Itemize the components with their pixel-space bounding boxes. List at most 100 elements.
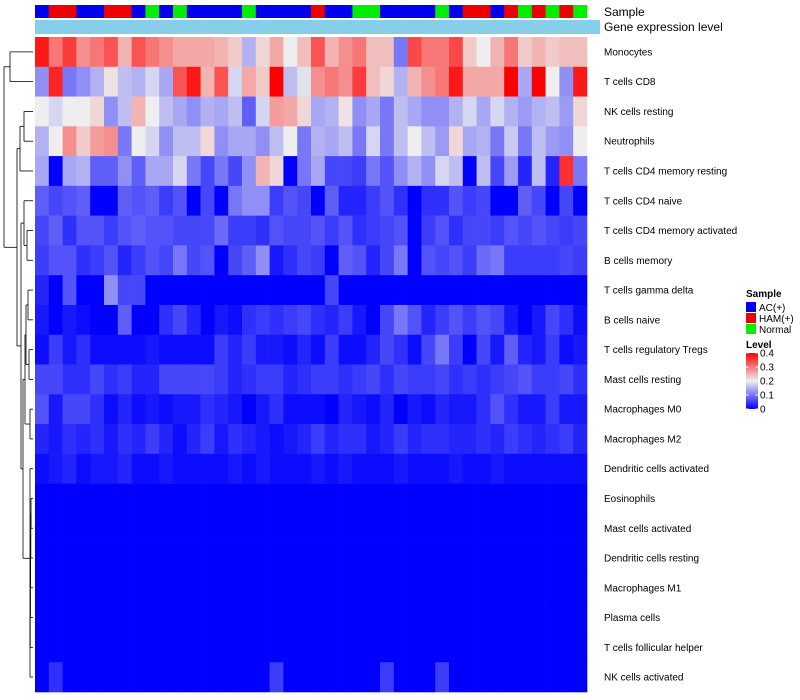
heatmap-cell <box>366 513 381 544</box>
heatmap-cell <box>214 156 229 187</box>
heatmap-cell <box>531 37 546 68</box>
heatmap-cell <box>421 632 436 663</box>
heatmap-cell <box>573 185 588 216</box>
heatmap-cell <box>76 37 91 68</box>
heatmap-cell <box>352 572 367 603</box>
heatmap-cell <box>35 572 50 603</box>
sample-annotation-cell <box>324 5 339 18</box>
heatmap-cell <box>476 513 491 544</box>
sample-annotation-cell <box>366 5 381 18</box>
heatmap-cell <box>228 275 243 306</box>
heatmap-cell <box>311 37 326 68</box>
heatmap-cell <box>559 185 574 216</box>
heatmap-cell <box>518 185 533 216</box>
heatmap-cell <box>366 424 381 455</box>
heatmap-cell <box>62 275 77 306</box>
heatmap-cell <box>76 96 91 127</box>
heatmap-cell <box>62 572 77 603</box>
heatmap-cell <box>90 662 105 693</box>
heatmap-cell <box>283 156 298 187</box>
heatmap-cell <box>324 66 339 97</box>
heatmap-cell <box>35 66 50 97</box>
heatmap-cell <box>393 126 408 157</box>
row-label: Plasma cells <box>604 613 660 624</box>
heatmap-cell <box>117 37 132 68</box>
heatmap-cell <box>380 215 395 246</box>
heatmap-cell <box>393 334 408 365</box>
heatmap-cell <box>366 126 381 157</box>
heatmap-cell <box>76 602 91 633</box>
heatmap-cell <box>255 215 270 246</box>
sample-annotation-cell <box>145 5 160 18</box>
heatmap-cell <box>242 572 257 603</box>
heatmap-cell <box>380 543 395 574</box>
heatmap-cell <box>145 602 160 633</box>
heatmap-cell <box>269 453 284 484</box>
heatmap-cell <box>90 543 105 574</box>
heatmap-cell <box>48 334 63 365</box>
heatmap-cell <box>324 632 339 663</box>
heatmap-cell <box>200 37 215 68</box>
heatmap-cell <box>104 483 119 514</box>
heatmap-cell <box>90 37 105 68</box>
heatmap-cell <box>504 156 519 187</box>
heatmap-cell <box>449 37 464 68</box>
heatmap-cell <box>393 602 408 633</box>
heatmap-cell <box>242 304 257 336</box>
heatmap-cell <box>186 602 201 633</box>
heatmap-cell <box>255 632 270 663</box>
heatmap-cell <box>352 37 367 68</box>
heatmap-cell <box>311 96 326 127</box>
heatmap-cell <box>435 543 450 574</box>
heatmap-cell <box>338 37 353 68</box>
heatmap-cell <box>117 602 132 633</box>
heatmap-cell <box>380 156 395 187</box>
heatmap-cell <box>545 453 560 484</box>
heatmap-cell <box>90 424 105 455</box>
heatmap-cell <box>173 632 188 663</box>
heatmap-cell <box>393 483 408 514</box>
heatmap-cell <box>269 96 284 127</box>
heatmap-cell <box>131 156 146 187</box>
heatmap-cell <box>504 245 519 276</box>
heatmap-cell <box>297 662 312 693</box>
heatmap-cell <box>518 275 533 306</box>
heatmap-cell <box>35 483 50 514</box>
heatmap-cell <box>421 572 436 603</box>
heatmap-cell <box>311 453 326 484</box>
heatmap-cell <box>131 543 146 574</box>
legend-sample-label: HAM(+) <box>759 314 794 325</box>
heatmap-cell <box>255 185 270 216</box>
heatmap-cell <box>573 37 588 68</box>
legend-swatch <box>746 324 756 334</box>
heatmap-cell <box>104 394 119 425</box>
heatmap-cell <box>366 304 381 336</box>
heatmap-cell <box>421 513 436 544</box>
sample-annotation-cell <box>476 5 491 18</box>
heatmap-cell <box>159 394 174 425</box>
sample-annotation-cell <box>559 5 574 18</box>
heatmap-cell <box>242 662 257 693</box>
heatmap-cell <box>76 632 91 663</box>
heatmap-cell <box>242 334 257 365</box>
heatmap-cell <box>200 245 215 276</box>
row-label: T cells gamma delta <box>604 286 694 297</box>
heatmap-cell <box>407 215 422 246</box>
heatmap-cell <box>476 66 491 97</box>
heatmap-cell <box>159 602 174 633</box>
heatmap-cell <box>393 572 408 603</box>
heatmap-cell <box>255 572 270 603</box>
heatmap-cell <box>228 215 243 246</box>
heatmap-cell <box>435 453 450 484</box>
heatmap-cell <box>518 424 533 455</box>
heatmap-cell <box>462 126 477 157</box>
heatmap-cell <box>490 185 505 216</box>
heatmap-cell <box>297 185 312 216</box>
heatmap-cell <box>255 334 270 365</box>
heatmap-cell <box>35 215 50 246</box>
row-label: NK cells resting <box>604 107 673 118</box>
heatmap-cell <box>117 66 132 97</box>
heatmap-cell <box>324 304 339 336</box>
heatmap-cell <box>518 66 533 97</box>
heatmap-cell <box>421 215 436 246</box>
